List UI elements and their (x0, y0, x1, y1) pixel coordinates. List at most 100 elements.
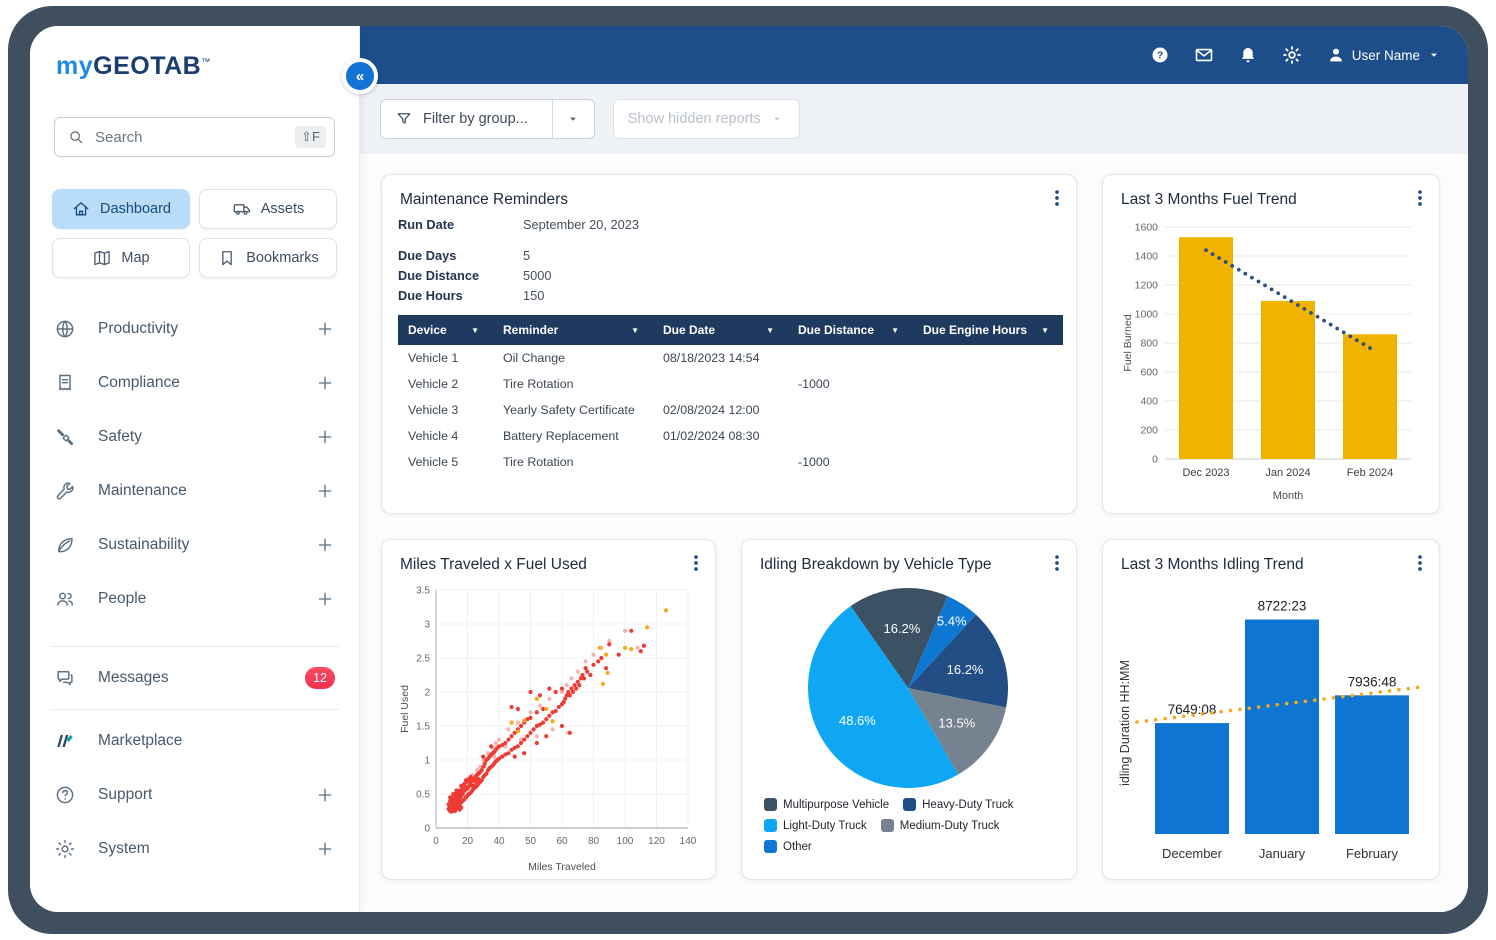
svg-text:400: 400 (1140, 396, 1158, 408)
meta-label: Due Days (398, 248, 457, 263)
seatbelt-icon (54, 426, 76, 448)
kebab-menu-icon[interactable] (685, 552, 707, 574)
kebab-menu-icon[interactable] (1409, 552, 1431, 574)
svg-text:0: 0 (433, 836, 439, 847)
kebab-menu-icon[interactable] (1409, 187, 1431, 209)
plus-icon[interactable] (315, 589, 335, 609)
help-icon[interactable]: ? (1150, 45, 1170, 65)
search-shortcut-badge: ⇧F (295, 126, 326, 148)
sidebar-item-sustainability[interactable]: Sustainability (30, 518, 359, 572)
plus-icon[interactable] (315, 319, 335, 339)
tile-label: Map (121, 250, 150, 266)
card-title: Maintenance Reminders (400, 191, 569, 208)
app-frame: myGEOTAB™ ⇧F Dashboard Assets Map Bookmarks… (8, 6, 1488, 934)
legend-swatch (764, 819, 777, 832)
svg-text:1000: 1000 (1135, 309, 1159, 321)
divider (50, 709, 339, 710)
card-title: Idling Breakdown by Vehicle Type (760, 556, 992, 573)
tile-dashboard[interactable]: Dashboard (52, 189, 190, 229)
bookmark-icon (217, 248, 237, 268)
sidebar-item-support[interactable]: Support (30, 768, 359, 822)
plus-icon[interactable] (315, 785, 335, 805)
brand-geotab: GEOTAB (93, 52, 202, 80)
brand-logo: myGEOTAB™ (30, 44, 359, 81)
sidebar-item-label: People (98, 590, 147, 607)
meta-due-distance: Due Distance 5000 (398, 268, 1060, 283)
legend-label: Other (783, 840, 812, 853)
bell-icon[interactable] (1238, 45, 1258, 65)
gear-icon[interactable] (1282, 45, 1302, 65)
help-circle-icon (54, 784, 76, 806)
svg-text:2: 2 (424, 688, 430, 699)
sidebar-collapse-button[interactable]: « (342, 58, 378, 94)
chevron-down-icon (769, 111, 785, 127)
column-header-due-engine-hours[interactable]: Due Engine Hours ▼ (923, 323, 1049, 337)
filter-caret-button[interactable] (551, 100, 594, 138)
meta-value: September 20, 2023 (523, 217, 639, 232)
kebab-menu-icon[interactable] (1046, 187, 1068, 209)
svg-text:February: February (1346, 846, 1399, 861)
meta-label: Run Date (398, 217, 455, 232)
search-input[interactable] (95, 128, 296, 146)
svg-text:1200: 1200 (1135, 280, 1159, 292)
user-menu[interactable]: User Name (1326, 45, 1442, 65)
tile-label: Bookmarks (246, 250, 319, 266)
table-cell: 02/08/2024 12:00 (663, 403, 760, 417)
table-row[interactable]: Vehicle 4 Battery Replacement 01/02/2024 0… (398, 423, 1063, 449)
plus-icon[interactable] (315, 427, 335, 447)
search-box[interactable]: ⇧F (54, 117, 335, 157)
fuel-trend-card: Last 3 Months Fuel Trend 0 200 400 600 800 10… (1102, 174, 1440, 514)
sidebar-item-maintenance[interactable]: Maintenance (30, 464, 359, 518)
table-row[interactable]: Vehicle 3 Yearly Safety Certificate 02/08/… (398, 397, 1063, 423)
table-row[interactable]: Vehicle 5 Tire Rotation -1000 (398, 449, 1063, 475)
sidebar-item-label: Productivity (98, 320, 179, 337)
svg-text:80: 80 (588, 836, 600, 847)
legend-item-medium-duty-truck: Medium-Duty Truck (880, 819, 999, 832)
sidebar-item-people[interactable]: People (30, 572, 359, 626)
plus-icon[interactable] (315, 481, 335, 501)
svg-text:3.5: 3.5 (416, 586, 430, 597)
column-header-due-distance[interactable]: Due Distance ▼ (798, 323, 899, 337)
show-hidden-reports-button[interactable]: Show hidden reports (612, 99, 800, 139)
table-row[interactable]: Vehicle 2 Tire Rotation -1000 (398, 371, 1063, 397)
plus-icon[interactable] (315, 535, 335, 555)
svg-text:0: 0 (1152, 454, 1158, 466)
plus-icon[interactable] (315, 839, 335, 859)
meta-due-days: Due Days 5 (398, 248, 1060, 263)
leaf-icon (54, 534, 76, 556)
column-header-due-date[interactable]: Due Date ▼ (663, 323, 774, 337)
sidebar-nav: Productivity Compliance Safety Maintenance S… (30, 302, 359, 626)
plus-icon[interactable] (315, 373, 335, 393)
tile-assets[interactable]: Assets (199, 189, 337, 229)
sidebar-item-system[interactable]: System (30, 822, 359, 876)
tile-bookmarks[interactable]: Bookmarks (199, 238, 337, 278)
table-row[interactable]: Vehicle 1 Oil Change 08/18/2023 14:54 (398, 345, 1063, 371)
table-cell: Yearly Safety Certificate (503, 403, 635, 417)
column-header-device[interactable]: Device ▼ (408, 323, 479, 337)
person-icon (1326, 45, 1346, 65)
report-parameters: Run Date September 20, 2023 Due Days 5 Due D… (398, 217, 1060, 303)
sidebar-item-compliance[interactable]: Compliance (30, 356, 359, 410)
svg-text:?: ? (1157, 51, 1163, 62)
sidebar-item-productivity[interactable]: Productivity (30, 302, 359, 356)
svg-text:0: 0 (424, 824, 430, 835)
table-cell: Battery Replacement (503, 429, 619, 443)
meta-run-date: Run Date September 20, 2023 (398, 217, 1060, 232)
table-header: Device ▼ Reminder ▼ Due Date ▼ Due Distance ▼ Du… (398, 315, 1063, 345)
tile-map[interactable]: Map (52, 238, 190, 278)
svg-text:Fuel Used: Fuel Used (399, 685, 411, 733)
column-header-reminder[interactable]: Reminder ▼ (503, 323, 639, 337)
pie-legend: Multipurpose Vehicle Heavy-Duty Truck Ligh… (758, 794, 1060, 853)
legend-label: Multipurpose Vehicle (783, 798, 890, 811)
gear-icon (54, 838, 76, 860)
filter-by-group-select[interactable]: Filter by group... (380, 99, 595, 139)
sidebar-item-messages[interactable]: Messages 12 (30, 651, 359, 705)
mail-icon[interactable] (1194, 45, 1214, 65)
sidebar-item-safety[interactable]: Safety (30, 410, 359, 464)
svg-text:40: 40 (493, 836, 505, 847)
sidebar-item-marketplace[interactable]: Marketplace (30, 714, 359, 768)
reminders-table: Device ▼ Reminder ▼ Due Date ▼ Due Distance ▼ Du… (398, 315, 1063, 475)
dashboard-content: Maintenance Reminders Run Date September … (360, 154, 1468, 912)
kebab-menu-icon[interactable] (1046, 552, 1068, 574)
brand-my: my (56, 52, 94, 80)
